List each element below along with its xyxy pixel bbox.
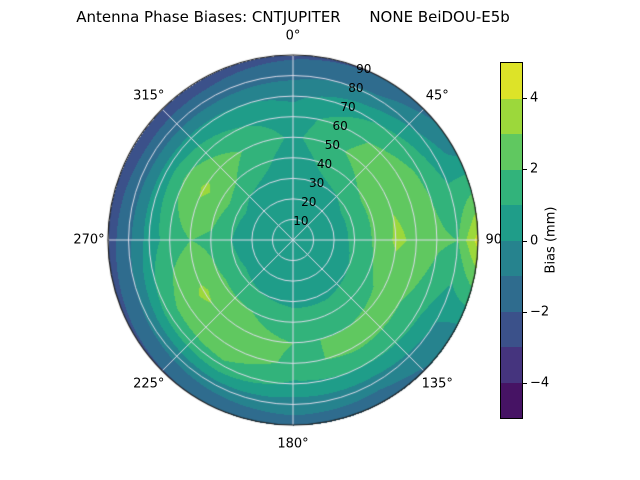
- chart-title: Antenna Phase Biases: CNTJUPITER NONE Be…: [76, 8, 510, 26]
- colorbar-tick-label: 2: [530, 161, 539, 177]
- colorbar-tick-label: −2: [530, 304, 550, 320]
- angular-tick-label: 315°: [133, 88, 165, 104]
- colorbar-band: [501, 63, 522, 99]
- colorbar-tick-mark: [523, 383, 527, 385]
- radial-tick-label: 20: [301, 195, 317, 210]
- radial-tick-label: 80: [348, 81, 364, 96]
- radial-tick-label: 60: [332, 119, 348, 134]
- colorbar: [500, 62, 523, 419]
- colorbar-band: [501, 276, 522, 312]
- angular-tick-label: 135°: [421, 376, 453, 392]
- colorbar-tick-mark: [523, 311, 527, 313]
- colorbar-tick-mark: [523, 240, 527, 242]
- colorbar-band: [501, 311, 522, 347]
- angular-tick-label: 180°: [277, 436, 309, 452]
- angular-tick-label: 45°: [425, 88, 449, 104]
- radial-tick-label: 10: [293, 214, 309, 228]
- colorbar-tick-label: 4: [530, 90, 539, 106]
- polar-heatmap: [103, 50, 483, 430]
- colorbar-tick-label: 0: [530, 233, 539, 248]
- colorbar-axis-label: Bias (mm): [543, 206, 559, 274]
- colorbar-tick-mark: [523, 169, 527, 171]
- colorbar-band: [501, 98, 522, 134]
- colorbar-tick-label: −4: [530, 375, 550, 391]
- radial-tick-label: 40: [316, 157, 333, 172]
- radial-tick-label: 90: [356, 62, 372, 77]
- angular-tick-label: 0°: [285, 28, 301, 44]
- colorbar-band: [501, 134, 522, 170]
- radial-tick-label: 50: [324, 138, 340, 153]
- radial-tick-label: 30: [308, 176, 325, 191]
- colorbar-band: [501, 169, 522, 205]
- colorbar-tick-mark: [523, 97, 527, 99]
- colorbar-band: [501, 347, 522, 383]
- angular-tick-label: 225°: [133, 376, 165, 392]
- colorbar-band: [501, 382, 522, 418]
- radial-tick-label: 70: [340, 100, 356, 115]
- angular-tick-label: 270°: [73, 232, 105, 248]
- colorbar-band: [501, 205, 522, 241]
- colorbar-band: [501, 240, 522, 276]
